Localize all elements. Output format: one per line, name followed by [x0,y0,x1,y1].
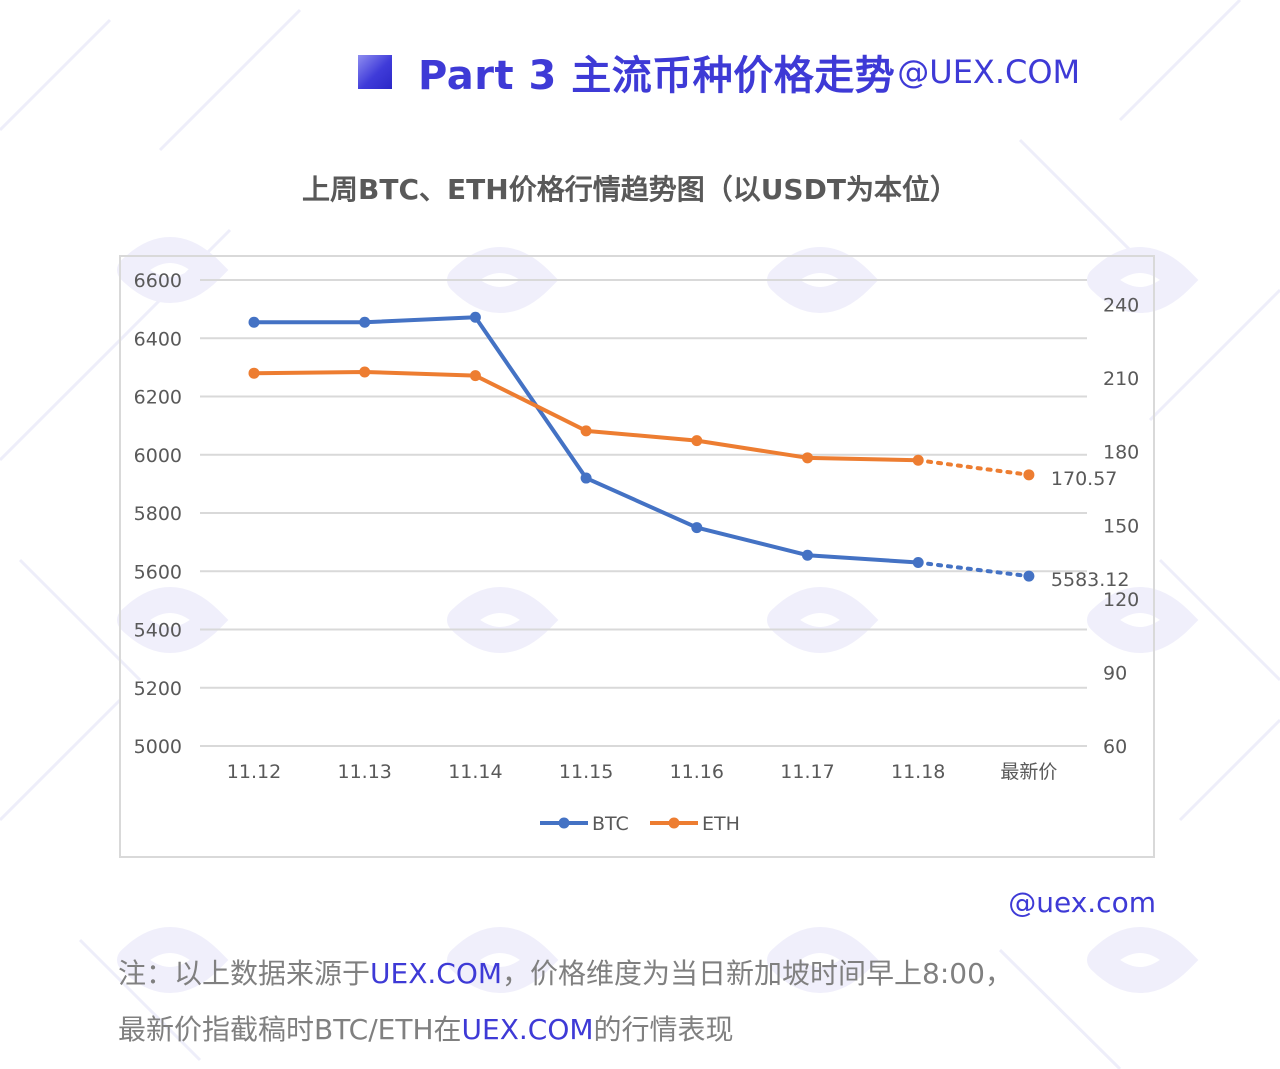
y-left-tick-label: 6600 [134,270,182,292]
x-tick-label: 11.18 [891,761,945,783]
data-point-btc [802,549,813,561]
footnote-text: 的行情表现 [593,1013,734,1046]
section-site-suffix: @UEX.COM [897,53,1081,91]
footnote-text: 最新价指截稿时BTC/ETH在 [118,1013,462,1046]
y-left-tick-label: 6000 [134,445,182,467]
data-point-eth [1023,469,1035,481]
y-right-tick-label: 180 [1103,442,1139,464]
data-label-eth: 170.57 [1051,468,1117,490]
data-point-eth [248,367,260,379]
data-point-btc [1023,570,1035,582]
y-right-tick-label: 90 [1103,662,1127,684]
section-title: Part 3 主流币种价格走势 [418,53,896,99]
y-right-tick-label: 240 [1103,295,1139,317]
y-left-tick-label: 5800 [134,503,182,525]
y-left-tick-label: 6200 [134,387,182,409]
legend-label-eth: ETH [702,813,740,835]
data-point-eth [359,366,371,378]
data-point-eth [691,435,703,447]
y-left-tick-label: 5600 [134,561,182,583]
y-right-tick-label: 210 [1103,368,1139,390]
x-tick-label: 最新价 [1000,761,1057,783]
data-point-btc [691,522,703,534]
x-tick-label: 11.13 [337,761,391,783]
section-header: Part 3 主流币种价格走势 @UEX.COM [358,40,1080,104]
series-dotted-segment-eth [916,458,1031,477]
x-tick-label: 11.17 [780,761,834,783]
data-point-eth [802,452,813,464]
footnote-line-2: 最新价指截稿时BTC/ETH在UEX.COM的行情表现 [118,1002,1198,1058]
legend-marker-eth [668,817,680,829]
footnote-link[interactable]: UEX.COM [370,957,503,990]
chart-frame [119,255,1155,858]
data-point-btc [580,472,592,484]
footnote-text: ，价格维度为当日新加坡时间早上8:00， [502,957,1013,990]
y-left-tick-label: 5000 [134,736,182,758]
footnote: 注：以上数据来源于UEX.COM，价格维度为当日新加坡时间早上8:00， 最新价… [118,946,1198,1058]
x-tick-label: 11.14 [448,761,502,783]
series-dotted-segment-btc [916,560,1031,579]
x-tick-label: 11.16 [670,761,724,783]
header-square-icon [358,55,392,89]
series-line-eth [253,369,919,463]
site-link[interactable]: @uex.com [1008,886,1156,919]
y-left-tick-label: 5400 [134,620,182,642]
x-tick-label: 11.15 [559,761,613,783]
footnote-line-1: 注：以上数据来源于UEX.COM，价格维度为当日新加坡时间早上8:00， [118,946,1198,1002]
legend-marker-btc [558,817,570,829]
y-right-tick-label: 60 [1103,736,1127,758]
data-point-btc [359,316,371,328]
y-left-tick-label: 5200 [134,678,182,700]
chart-title: 上周BTC、ETH价格行情趋势图（以USDT为本位） [302,173,958,206]
data-point-btc [469,311,481,323]
series-line-btc [254,315,919,565]
y-right-tick-label: 150 [1103,515,1139,537]
legend-label-btc: BTC [592,813,629,835]
y-left-tick-label: 6400 [134,328,182,350]
footnote-link[interactable]: UEX.COM [461,1013,594,1046]
data-point-btc [912,557,924,569]
data-label-btc: 5583.12 [1051,569,1130,591]
data-point-eth [912,454,924,466]
y-right-tick-label: 120 [1103,589,1139,611]
footnote-text: 注：以上数据来源于 [118,957,371,990]
data-point-eth [580,425,592,437]
data-point-eth [469,370,481,382]
data-point-btc [248,316,260,328]
x-tick-label: 11.12 [227,761,281,783]
